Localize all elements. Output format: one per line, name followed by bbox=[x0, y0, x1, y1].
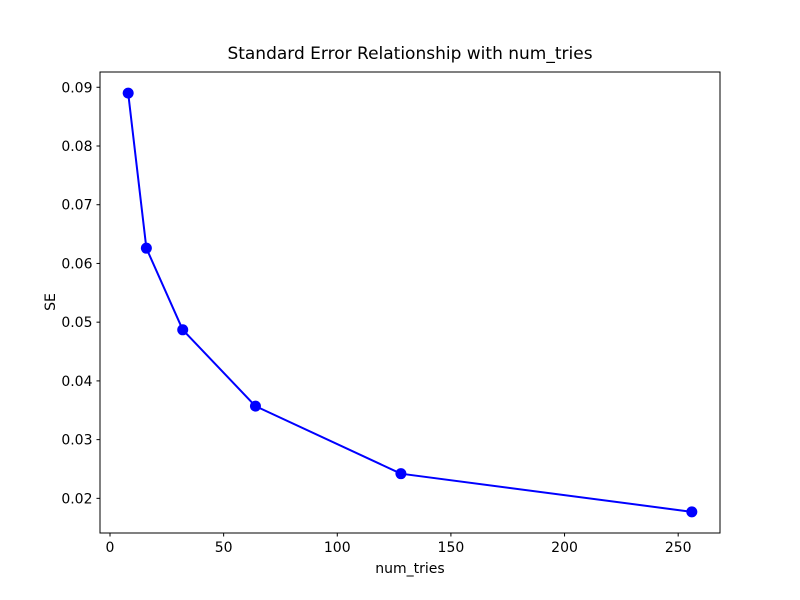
y-tick-label: 0.05 bbox=[61, 315, 92, 331]
x-tick-label: 100 bbox=[324, 540, 351, 556]
y-tick-label: 0.06 bbox=[61, 256, 92, 272]
y-tick-label: 0.02 bbox=[61, 491, 92, 507]
x-tick-label: 250 bbox=[665, 540, 692, 556]
x-axis-label: num_tries bbox=[375, 561, 445, 577]
x-tick-label: 50 bbox=[215, 540, 233, 556]
y-tick-label: 0.04 bbox=[61, 374, 92, 390]
x-tick-label: 0 bbox=[106, 540, 115, 556]
data-point bbox=[122, 87, 134, 99]
x-tick-label: 150 bbox=[438, 540, 465, 556]
data-point bbox=[177, 324, 189, 336]
y-tick-label: 0.09 bbox=[61, 80, 92, 96]
chart-title: Standard Error Relationship with num_tri… bbox=[227, 44, 593, 64]
y-axis-label: SE bbox=[43, 293, 59, 311]
data-line bbox=[127, 92, 693, 513]
data-point bbox=[686, 506, 698, 518]
y-tick-label: 0.03 bbox=[61, 433, 92, 449]
y-tick-label: 0.08 bbox=[61, 139, 92, 155]
data-point bbox=[249, 400, 261, 412]
data-point bbox=[395, 468, 407, 480]
data-point bbox=[140, 242, 152, 254]
axes-spines bbox=[99, 71, 721, 534]
y-tick-label: 0.07 bbox=[61, 198, 92, 214]
x-tick-label: 200 bbox=[551, 540, 578, 556]
